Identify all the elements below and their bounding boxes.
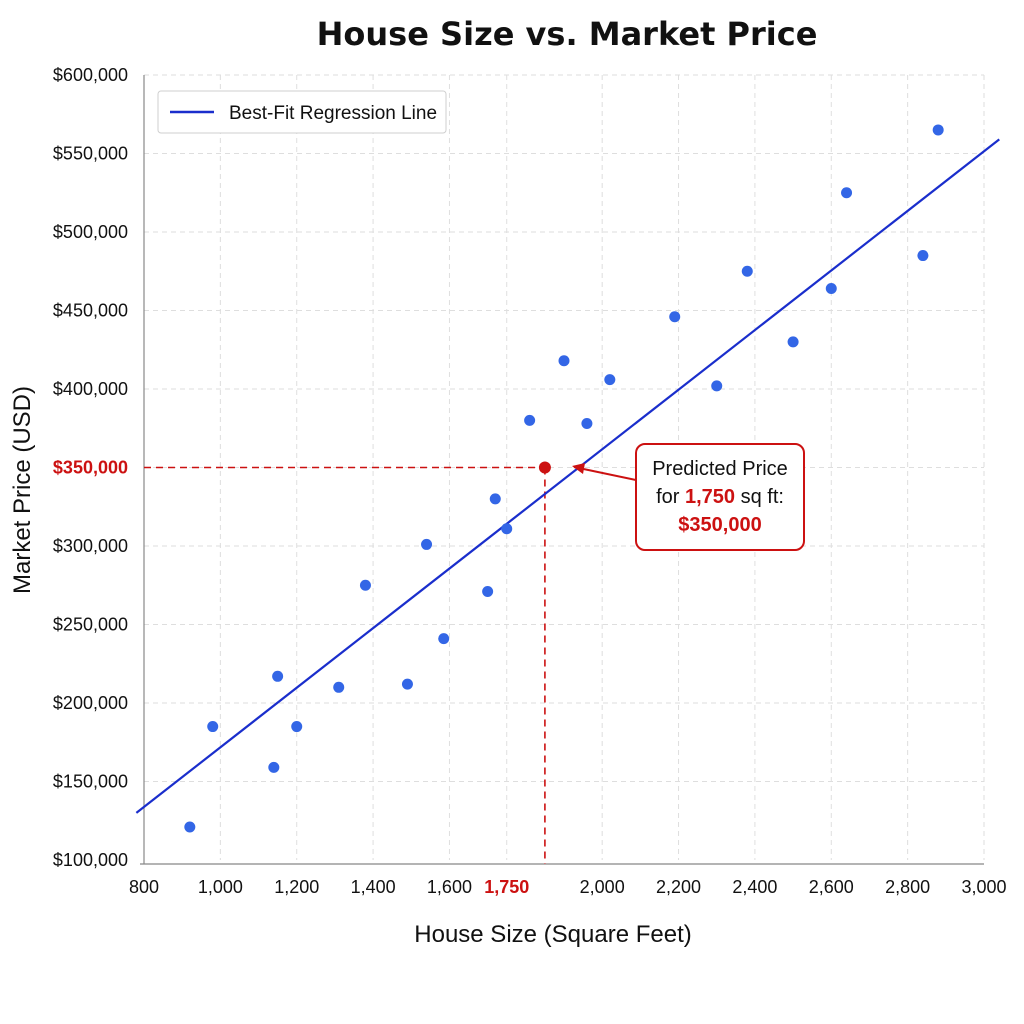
annotation-suffix: sq ft: <box>735 486 784 508</box>
y-tick-label: $550,000 <box>53 144 128 164</box>
x-tick-label: 2,400 <box>732 877 777 897</box>
data-point <box>741 265 753 277</box>
chart-title: House Size vs. Market Price <box>317 15 818 53</box>
legend-box <box>157 90 447 134</box>
annotation-size-value: 1,750 <box>685 486 735 508</box>
y-tick-label: $450,000 <box>53 301 128 321</box>
x-axis-ticks: 800 1,000 1,200 1,400 1,600 1,750 2,000 2,200 2,… <box>129 877 1007 897</box>
x-tick-label: 3,000 <box>961 877 1006 897</box>
y-tick-label: $150,000 <box>53 772 128 792</box>
prediction-marker <box>538 461 551 474</box>
data-point <box>501 523 513 535</box>
y-tick-label: $600,000 <box>53 65 128 85</box>
y-tick-label: $250,000 <box>53 615 128 635</box>
data-point <box>489 493 501 505</box>
prediction-guides <box>144 466 546 864</box>
legend-label-regression: Best-Fit Regression Line <box>229 103 437 124</box>
annotation-prefix: for <box>656 486 685 508</box>
data-point <box>841 187 853 199</box>
data-point <box>825 283 837 295</box>
x-tick-label: 800 <box>129 877 159 897</box>
annotation-box <box>635 443 805 551</box>
data-point <box>932 124 944 136</box>
regression-line-group <box>135 138 1000 814</box>
regression-line <box>135 138 1000 814</box>
x-axis-label: House Size (Square Feet) <box>414 921 691 948</box>
x-tick-label: 1,400 <box>351 877 396 897</box>
prediction-point <box>538 461 551 474</box>
data-point <box>669 311 681 323</box>
data-point <box>787 336 799 348</box>
annotation-line-1: Predicted Price <box>652 458 788 480</box>
annotation-line-2: for 1,750 sq ft: <box>656 486 784 508</box>
grid <box>144 74 985 860</box>
data-point <box>421 538 433 550</box>
data-point <box>268 761 280 773</box>
data-point <box>359 579 371 591</box>
data-point <box>207 721 219 733</box>
data-points <box>184 124 944 833</box>
x-tick-label: 1,000 <box>198 877 243 897</box>
axes <box>140 75 984 865</box>
y-tick-label: $400,000 <box>53 379 128 399</box>
y-tick-label: $350,000 <box>53 458 128 478</box>
y-axis-label: Market Price (USD) <box>9 386 36 594</box>
x-tick-label: 2,800 <box>885 877 930 897</box>
prediction-annotation: Predicted Price for 1,750 sq ft: $350,00… <box>572 443 805 551</box>
x-tick-label: 2,200 <box>656 877 701 897</box>
data-point <box>184 821 196 833</box>
data-point <box>438 633 450 645</box>
annotation-arrow-line <box>573 466 637 481</box>
y-tick-label: $500,000 <box>53 222 128 242</box>
legend: Best-Fit Regression Line <box>157 90 447 134</box>
x-tick-label: 1,200 <box>274 877 319 897</box>
annotation-price-value: $350,000 <box>678 514 761 536</box>
x-tick-label: 1,750 <box>484 877 529 897</box>
y-tick-label: $100,000 <box>53 850 128 870</box>
data-point <box>558 355 570 367</box>
data-point <box>524 414 536 426</box>
annotation-arrowhead <box>572 463 585 474</box>
data-point <box>333 681 345 693</box>
y-axis-ticks: $100,000 $150,000 $200,000 $250,000 $300,000… <box>53 65 128 870</box>
data-point <box>581 418 593 430</box>
x-tick-label: 1,600 <box>427 877 472 897</box>
data-point <box>291 721 303 733</box>
data-point <box>917 250 929 262</box>
data-point <box>604 374 616 386</box>
y-tick-label: $300,000 <box>53 536 128 556</box>
data-point <box>711 380 723 392</box>
x-tick-label: 2,000 <box>580 877 625 897</box>
x-tick-label: 2,600 <box>809 877 854 897</box>
y-tick-label: $200,000 <box>53 693 128 713</box>
data-point <box>272 670 284 682</box>
data-point <box>401 678 413 690</box>
data-point <box>482 586 494 598</box>
